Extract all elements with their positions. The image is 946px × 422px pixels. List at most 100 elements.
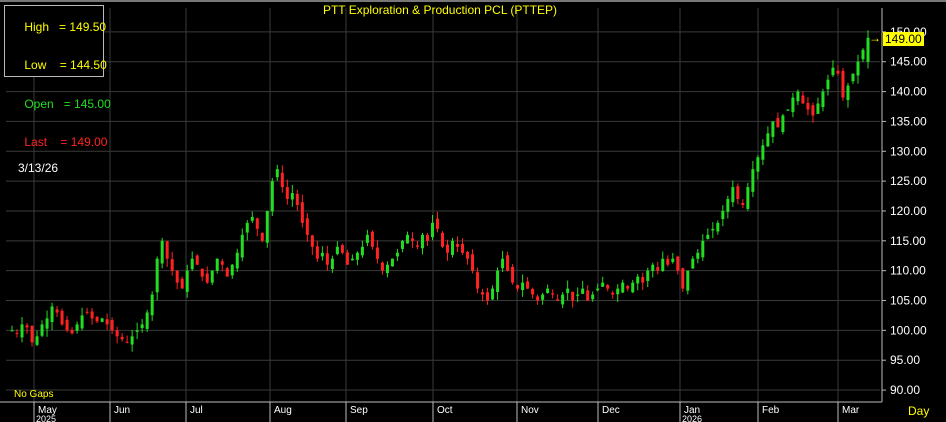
high-row: High = 149.50 xyxy=(24,19,107,34)
no-gaps-label: No Gaps xyxy=(14,389,54,400)
candle-body xyxy=(586,290,590,301)
candle-body xyxy=(541,294,545,300)
candle-body xyxy=(451,240,455,255)
candle-body xyxy=(115,330,119,337)
candle-body xyxy=(701,240,705,258)
year-label: 2025 xyxy=(36,414,56,422)
candle-body xyxy=(576,294,580,296)
candle-body xyxy=(551,293,555,295)
candle-body xyxy=(335,246,339,255)
candle-body xyxy=(270,181,274,212)
year-label: 2026 xyxy=(682,414,702,422)
last-row: Last = 149.00 xyxy=(24,134,108,149)
candle-body xyxy=(846,85,850,100)
candle-body xyxy=(501,258,505,269)
candle-body xyxy=(350,258,354,261)
candle-body xyxy=(325,253,329,265)
candle-body xyxy=(826,79,830,90)
candle-body xyxy=(405,234,409,244)
candle-body xyxy=(385,264,389,274)
candle-body xyxy=(771,121,775,137)
candle-body xyxy=(85,311,89,313)
candle-body xyxy=(606,285,610,289)
candle-body xyxy=(641,277,645,283)
candle-body xyxy=(375,247,379,259)
candle-body xyxy=(295,193,299,205)
last-price-arrow-icon: → xyxy=(869,31,881,45)
candle-body xyxy=(175,270,179,283)
candle-body xyxy=(310,235,314,247)
candle-body xyxy=(536,296,540,301)
open-label: Open xyxy=(24,96,54,111)
candle-body xyxy=(290,193,294,200)
candle-body xyxy=(125,341,129,343)
x-tick-label: Mar xyxy=(842,405,860,416)
candle-body xyxy=(721,210,725,220)
candle-body xyxy=(656,267,660,271)
candle-body xyxy=(95,316,99,322)
candle-body xyxy=(821,91,825,108)
candle-body xyxy=(140,324,144,329)
candle-body xyxy=(611,292,615,295)
candle-body xyxy=(711,228,715,231)
candle-body xyxy=(706,234,710,239)
candle-body xyxy=(265,210,269,243)
candle-body xyxy=(756,157,760,172)
candle-body xyxy=(355,252,359,260)
candle-body xyxy=(275,169,279,178)
candle-body xyxy=(471,254,475,271)
candle-body xyxy=(25,325,29,328)
y-tick-label: 120.00 xyxy=(890,204,927,218)
candle-body xyxy=(195,255,199,265)
candle-body xyxy=(526,281,530,289)
candle-body xyxy=(561,294,565,305)
candle-body xyxy=(400,240,404,249)
candle-body xyxy=(761,145,765,160)
candle-body xyxy=(390,258,394,267)
low-row: Low = 144.50 xyxy=(24,58,107,73)
candle-body xyxy=(255,218,259,229)
candle-body xyxy=(370,231,374,247)
y-tick-label: 135.00 xyxy=(890,114,927,128)
y-tick-label: 110.00 xyxy=(890,264,926,278)
candle-body xyxy=(155,258,159,293)
open-value: 145.00 xyxy=(74,96,111,111)
candle-body xyxy=(300,202,304,223)
candle-body xyxy=(466,251,470,259)
candle-body xyxy=(481,292,485,295)
low-label: Low xyxy=(24,58,47,73)
candle-body xyxy=(781,115,785,132)
candle-body xyxy=(726,199,730,212)
open-row: Open = 145.00 xyxy=(24,96,111,111)
last-value: 149.00 xyxy=(70,134,108,149)
candle-body xyxy=(15,332,19,334)
candle-body xyxy=(225,268,229,277)
candle-body xyxy=(811,105,815,116)
y-tick-label: 115.00 xyxy=(890,234,926,248)
candle-body xyxy=(205,273,209,283)
period-label[interactable]: Day xyxy=(908,404,930,418)
candle-body xyxy=(841,70,845,98)
candle-body xyxy=(430,222,434,238)
candle-body xyxy=(190,258,194,270)
high-value: 149.50 xyxy=(69,19,107,34)
candles-layer xyxy=(10,30,870,352)
candle-body xyxy=(10,330,14,332)
candle-body xyxy=(766,133,770,147)
candle-body xyxy=(596,288,600,291)
candle-body xyxy=(35,336,39,345)
candle-body xyxy=(260,232,264,241)
candle-body xyxy=(546,288,550,294)
y-tick-label: 140.00 xyxy=(890,85,927,99)
chart-title: PTT Exploration & Production PCL (PTTEP) xyxy=(322,3,558,17)
candle-body xyxy=(360,246,364,256)
x-tick-label: Jun xyxy=(114,405,130,416)
candle-body xyxy=(786,109,790,111)
low-value: 144.50 xyxy=(70,58,107,73)
candle-body xyxy=(315,246,319,259)
candle-body xyxy=(626,286,630,289)
candle-body xyxy=(556,299,560,301)
candle-body xyxy=(671,258,675,263)
candle-body xyxy=(831,67,835,76)
